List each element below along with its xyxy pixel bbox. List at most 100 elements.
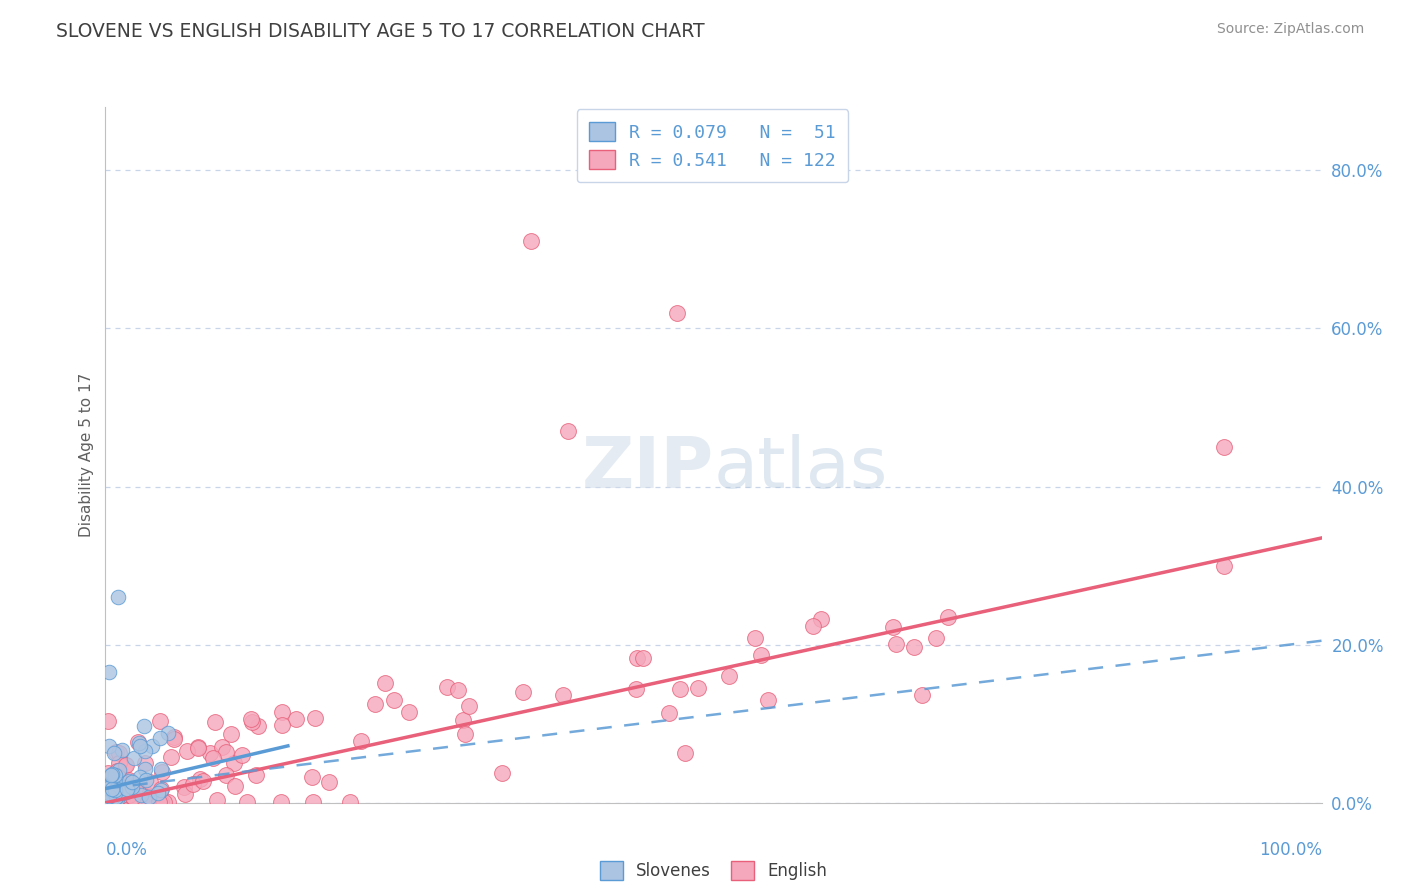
Point bbox=[111, 742, 134, 756]
Point bbox=[108, 763, 131, 777]
Point bbox=[247, 719, 270, 733]
Point bbox=[103, 776, 125, 790]
Point bbox=[96, 781, 118, 796]
Point bbox=[100, 768, 122, 782]
Point bbox=[686, 681, 709, 695]
Point bbox=[136, 791, 159, 805]
Point bbox=[97, 795, 120, 809]
Point bbox=[149, 795, 172, 809]
Point bbox=[134, 756, 156, 770]
Point bbox=[205, 793, 228, 807]
Point bbox=[121, 780, 143, 794]
Point bbox=[129, 739, 152, 754]
Point bbox=[211, 740, 233, 755]
Point bbox=[512, 685, 534, 699]
Point bbox=[173, 780, 195, 795]
Point bbox=[118, 773, 141, 788]
Point bbox=[103, 746, 125, 760]
Point bbox=[108, 747, 131, 761]
Point bbox=[104, 768, 127, 782]
Point bbox=[117, 783, 139, 797]
Text: 100.0%: 100.0% bbox=[1258, 841, 1322, 859]
Point bbox=[163, 732, 186, 747]
Point bbox=[124, 750, 146, 764]
Point bbox=[191, 773, 214, 788]
Point bbox=[215, 768, 238, 782]
Point bbox=[112, 780, 135, 794]
Point bbox=[104, 790, 127, 805]
Point bbox=[100, 795, 122, 809]
Point bbox=[134, 762, 156, 776]
Point bbox=[96, 795, 118, 809]
Point bbox=[215, 745, 238, 759]
Point bbox=[107, 770, 129, 784]
Point bbox=[97, 787, 120, 801]
Point bbox=[339, 795, 361, 809]
Point bbox=[97, 766, 120, 780]
Point bbox=[112, 774, 135, 789]
Point bbox=[146, 786, 169, 800]
Point bbox=[624, 682, 647, 697]
Point bbox=[222, 756, 245, 771]
Point bbox=[150, 783, 173, 797]
Point bbox=[101, 766, 124, 780]
Point bbox=[204, 714, 226, 729]
Point bbox=[115, 782, 138, 797]
Point bbox=[673, 746, 696, 760]
Point bbox=[285, 712, 308, 726]
Text: 0.0%: 0.0% bbox=[105, 841, 148, 859]
Point bbox=[118, 793, 141, 807]
Point bbox=[187, 739, 209, 754]
Point bbox=[156, 795, 179, 809]
Point bbox=[132, 718, 155, 732]
Point bbox=[903, 640, 925, 654]
Point bbox=[150, 781, 173, 796]
Point bbox=[744, 631, 766, 645]
Point bbox=[101, 791, 124, 805]
Point bbox=[98, 794, 121, 808]
Point bbox=[219, 727, 242, 741]
Point bbox=[127, 735, 149, 749]
Point bbox=[105, 782, 128, 797]
Point bbox=[104, 795, 127, 809]
Point bbox=[97, 714, 120, 728]
Point bbox=[97, 739, 120, 753]
Point bbox=[134, 795, 156, 809]
Point bbox=[135, 772, 157, 787]
Point bbox=[910, 689, 932, 703]
Point bbox=[114, 757, 136, 772]
Point bbox=[110, 795, 132, 809]
Point bbox=[100, 778, 122, 792]
Point bbox=[1213, 440, 1236, 454]
Text: atlas: atlas bbox=[713, 434, 889, 503]
Point bbox=[149, 714, 172, 729]
Point bbox=[749, 648, 772, 662]
Point bbox=[96, 781, 118, 796]
Point bbox=[135, 787, 157, 801]
Point bbox=[128, 736, 150, 750]
Point bbox=[239, 713, 262, 727]
Point bbox=[925, 631, 948, 645]
Point bbox=[718, 669, 741, 683]
Point bbox=[451, 713, 474, 727]
Point bbox=[374, 676, 396, 690]
Point bbox=[176, 744, 198, 758]
Point bbox=[96, 786, 118, 800]
Point bbox=[270, 795, 292, 809]
Point bbox=[96, 783, 118, 797]
Point bbox=[122, 790, 145, 805]
Point bbox=[666, 305, 689, 319]
Point bbox=[114, 758, 136, 772]
Text: SLOVENE VS ENGLISH DISABILITY AGE 5 TO 17 CORRELATION CHART: SLOVENE VS ENGLISH DISABILITY AGE 5 TO 1… bbox=[56, 22, 704, 41]
Point bbox=[110, 786, 132, 800]
Text: ZIP: ZIP bbox=[581, 434, 713, 503]
Point bbox=[198, 746, 221, 760]
Point bbox=[159, 749, 181, 764]
Point bbox=[810, 612, 832, 626]
Point bbox=[97, 789, 120, 803]
Point bbox=[454, 727, 477, 741]
Point bbox=[104, 795, 127, 809]
Point bbox=[936, 610, 959, 624]
Point bbox=[520, 235, 543, 249]
Point bbox=[105, 764, 128, 779]
